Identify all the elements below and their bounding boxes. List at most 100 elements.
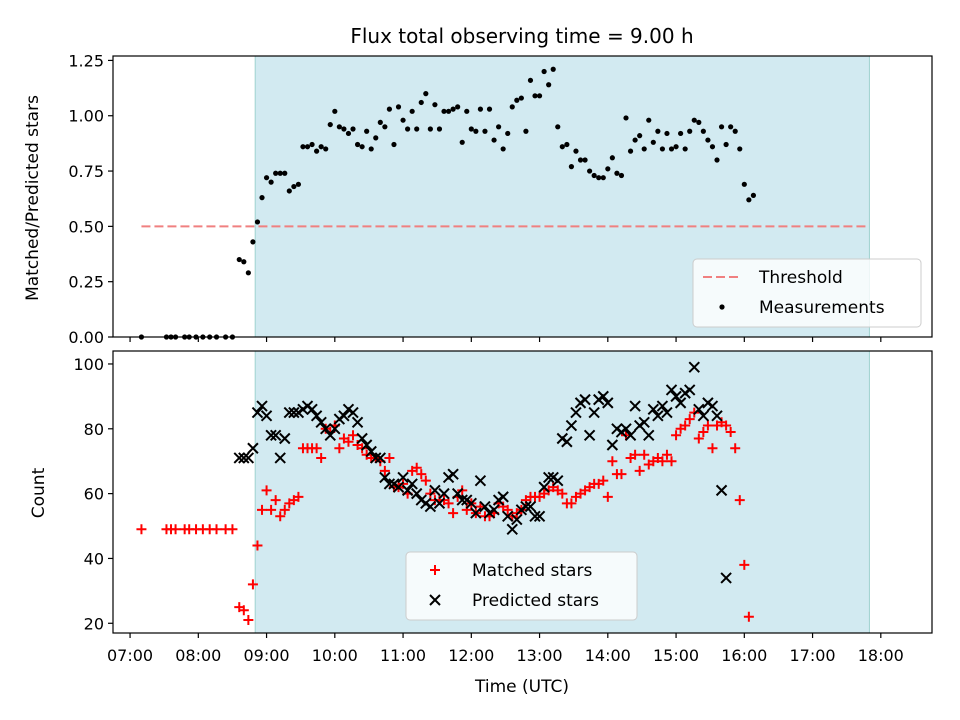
data-point [597,390,609,403]
legend-predicted-swatch [429,594,441,606]
data-point [324,429,336,441]
data-point [323,146,329,152]
data-point [620,423,632,435]
data-point [277,170,283,176]
data-point [310,410,323,422]
data-point [400,117,406,123]
data-point [552,474,564,487]
data-point [464,108,470,114]
data-point [728,124,734,130]
data-point [643,429,655,441]
data-point [384,452,395,463]
legend-box [692,258,922,328]
data-point [242,452,255,464]
legend-box [405,551,638,621]
data-point [652,410,664,422]
data-point [671,430,682,441]
data-point [674,397,687,409]
data-point [714,157,720,163]
data-point [414,126,420,132]
data-point [566,498,577,509]
data-point [523,128,529,134]
data-point [459,139,465,145]
data-point [555,124,561,130]
data-point [343,436,354,447]
top-legend: Threshold Measurements [692,258,922,328]
data-point [641,146,647,152]
data-point [661,449,672,460]
data-point [505,130,511,137]
data-point [391,141,397,148]
data-point [424,500,437,513]
data-point [456,494,468,506]
data-point [338,410,350,422]
data-point [538,481,550,493]
data-point [354,141,361,148]
data-point [316,452,327,463]
data-point [707,443,718,454]
data-point [329,423,341,435]
data-point [282,170,288,176]
data-point [559,144,565,150]
data-point [256,400,268,412]
data-point [379,465,390,476]
data-point [488,504,500,516]
data-point [655,128,661,134]
data-point [395,104,402,110]
data-point [500,146,506,152]
data-point [684,384,696,396]
data-point [311,443,322,454]
data-point [382,124,388,130]
data-point [687,128,693,134]
y-tick-label: 20 [84,614,104,633]
y-tick-label: 100 [73,355,104,374]
data-point [364,128,370,134]
data-point [273,170,279,176]
data-point [306,403,318,416]
data-point [524,500,537,513]
data-point [274,452,286,464]
data-point [646,117,652,123]
legend-measurements-label: Measurements [759,298,885,318]
data-point [630,449,641,460]
x-tick-label: 11:00 [380,646,426,665]
data-point [602,491,613,502]
data-point [502,510,514,523]
data-point [275,511,286,522]
data-point [668,146,675,152]
data-point [233,452,245,464]
data-point [401,484,414,497]
data-point [730,443,741,454]
data-point [304,144,311,150]
data-point [441,108,447,114]
x-tick-label: 16:00 [721,646,767,665]
data-point [550,66,556,72]
data-point [350,126,356,132]
data-point [565,419,578,432]
data-point [479,500,491,513]
data-point [136,524,147,535]
data-point [432,102,438,108]
data-point [666,456,677,467]
data-point [336,124,342,130]
data-point [688,361,700,373]
axes-frame [112,55,933,338]
data-point [245,270,251,276]
data-point [254,219,261,225]
y-tick-label: 1.25 [68,51,104,70]
legend-measurements-swatch [719,304,725,310]
data-point [541,68,547,75]
data-point [627,148,634,154]
data-point [341,126,347,132]
y-tick-label: 0.75 [68,162,104,181]
data-point [637,133,643,139]
axes-frame [112,350,933,634]
data-point [720,572,732,584]
data-point [448,508,459,519]
x-tick-label: 10:00 [312,646,358,665]
data-point [320,423,332,435]
data-point [533,510,546,523]
data-point [279,432,291,445]
data-point [477,106,484,112]
